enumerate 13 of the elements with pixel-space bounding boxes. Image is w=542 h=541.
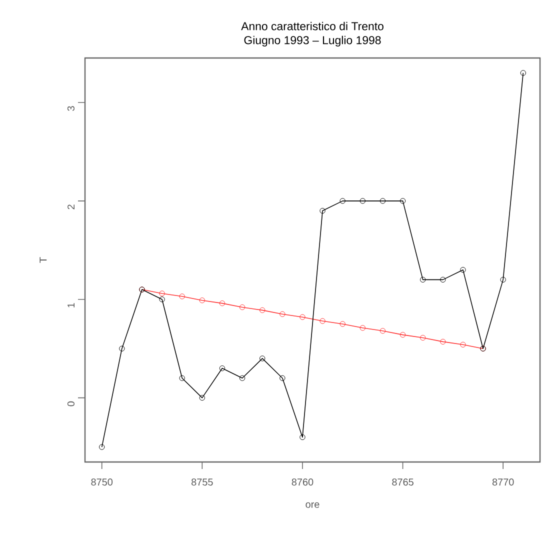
y-tick-label: 1 [68, 303, 74, 308]
y-axis-title: T [40, 257, 47, 263]
x-tick-label: 8755 [192, 478, 213, 486]
y-tick-label: 2 [68, 204, 74, 210]
y-tick-label: 3 [67, 106, 74, 111]
y-tick-label: 0 [67, 401, 74, 406]
x-axis-title: ore [306, 502, 320, 508]
x-tick-label: 8760 [292, 478, 314, 486]
chart-subtitle: Giugno 1993 – Luglio 1998 [244, 36, 381, 46]
x-tick-label: 8765 [392, 478, 414, 486]
chart-title: Anno caratteristico di Trento [241, 22, 384, 30]
x-tick-label: 8750 [91, 478, 113, 486]
x-tick-label: 8770 [492, 478, 514, 486]
